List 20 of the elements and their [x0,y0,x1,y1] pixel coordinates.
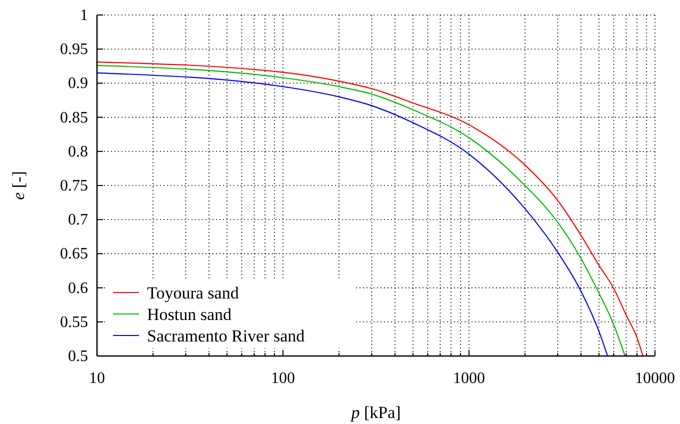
x-tick-label: 10000 [635,370,675,387]
y-tick-label: 0.8 [68,143,88,160]
x-tick-label: 10 [89,370,105,387]
legend-label: Hostun sand [147,305,232,324]
y-tick-label: 0.6 [68,280,88,297]
y-tick-label: 1 [80,7,88,24]
y-tick-label: 0.9 [68,75,88,92]
x-tick-label: 100 [271,370,295,387]
x-tick-label: 1000 [453,370,485,387]
y-tick-label: 0.85 [60,109,88,126]
legend-label: Sacramento River sand [147,326,306,346]
y-tick-label: 0.95 [60,41,88,58]
y-axis-title: e [-] [9,171,28,200]
x-axis-title: p [kPa] [350,403,401,422]
y-tick-label: 0.55 [60,314,88,331]
y-tick-label: 0.5 [68,348,88,365]
y-tick-label: 0.75 [60,178,88,194]
y-tick-label: 0.7 [68,212,88,229]
y-tick-label: 0.65 [60,246,88,263]
legend-label: Toyoura sand [147,284,240,302]
